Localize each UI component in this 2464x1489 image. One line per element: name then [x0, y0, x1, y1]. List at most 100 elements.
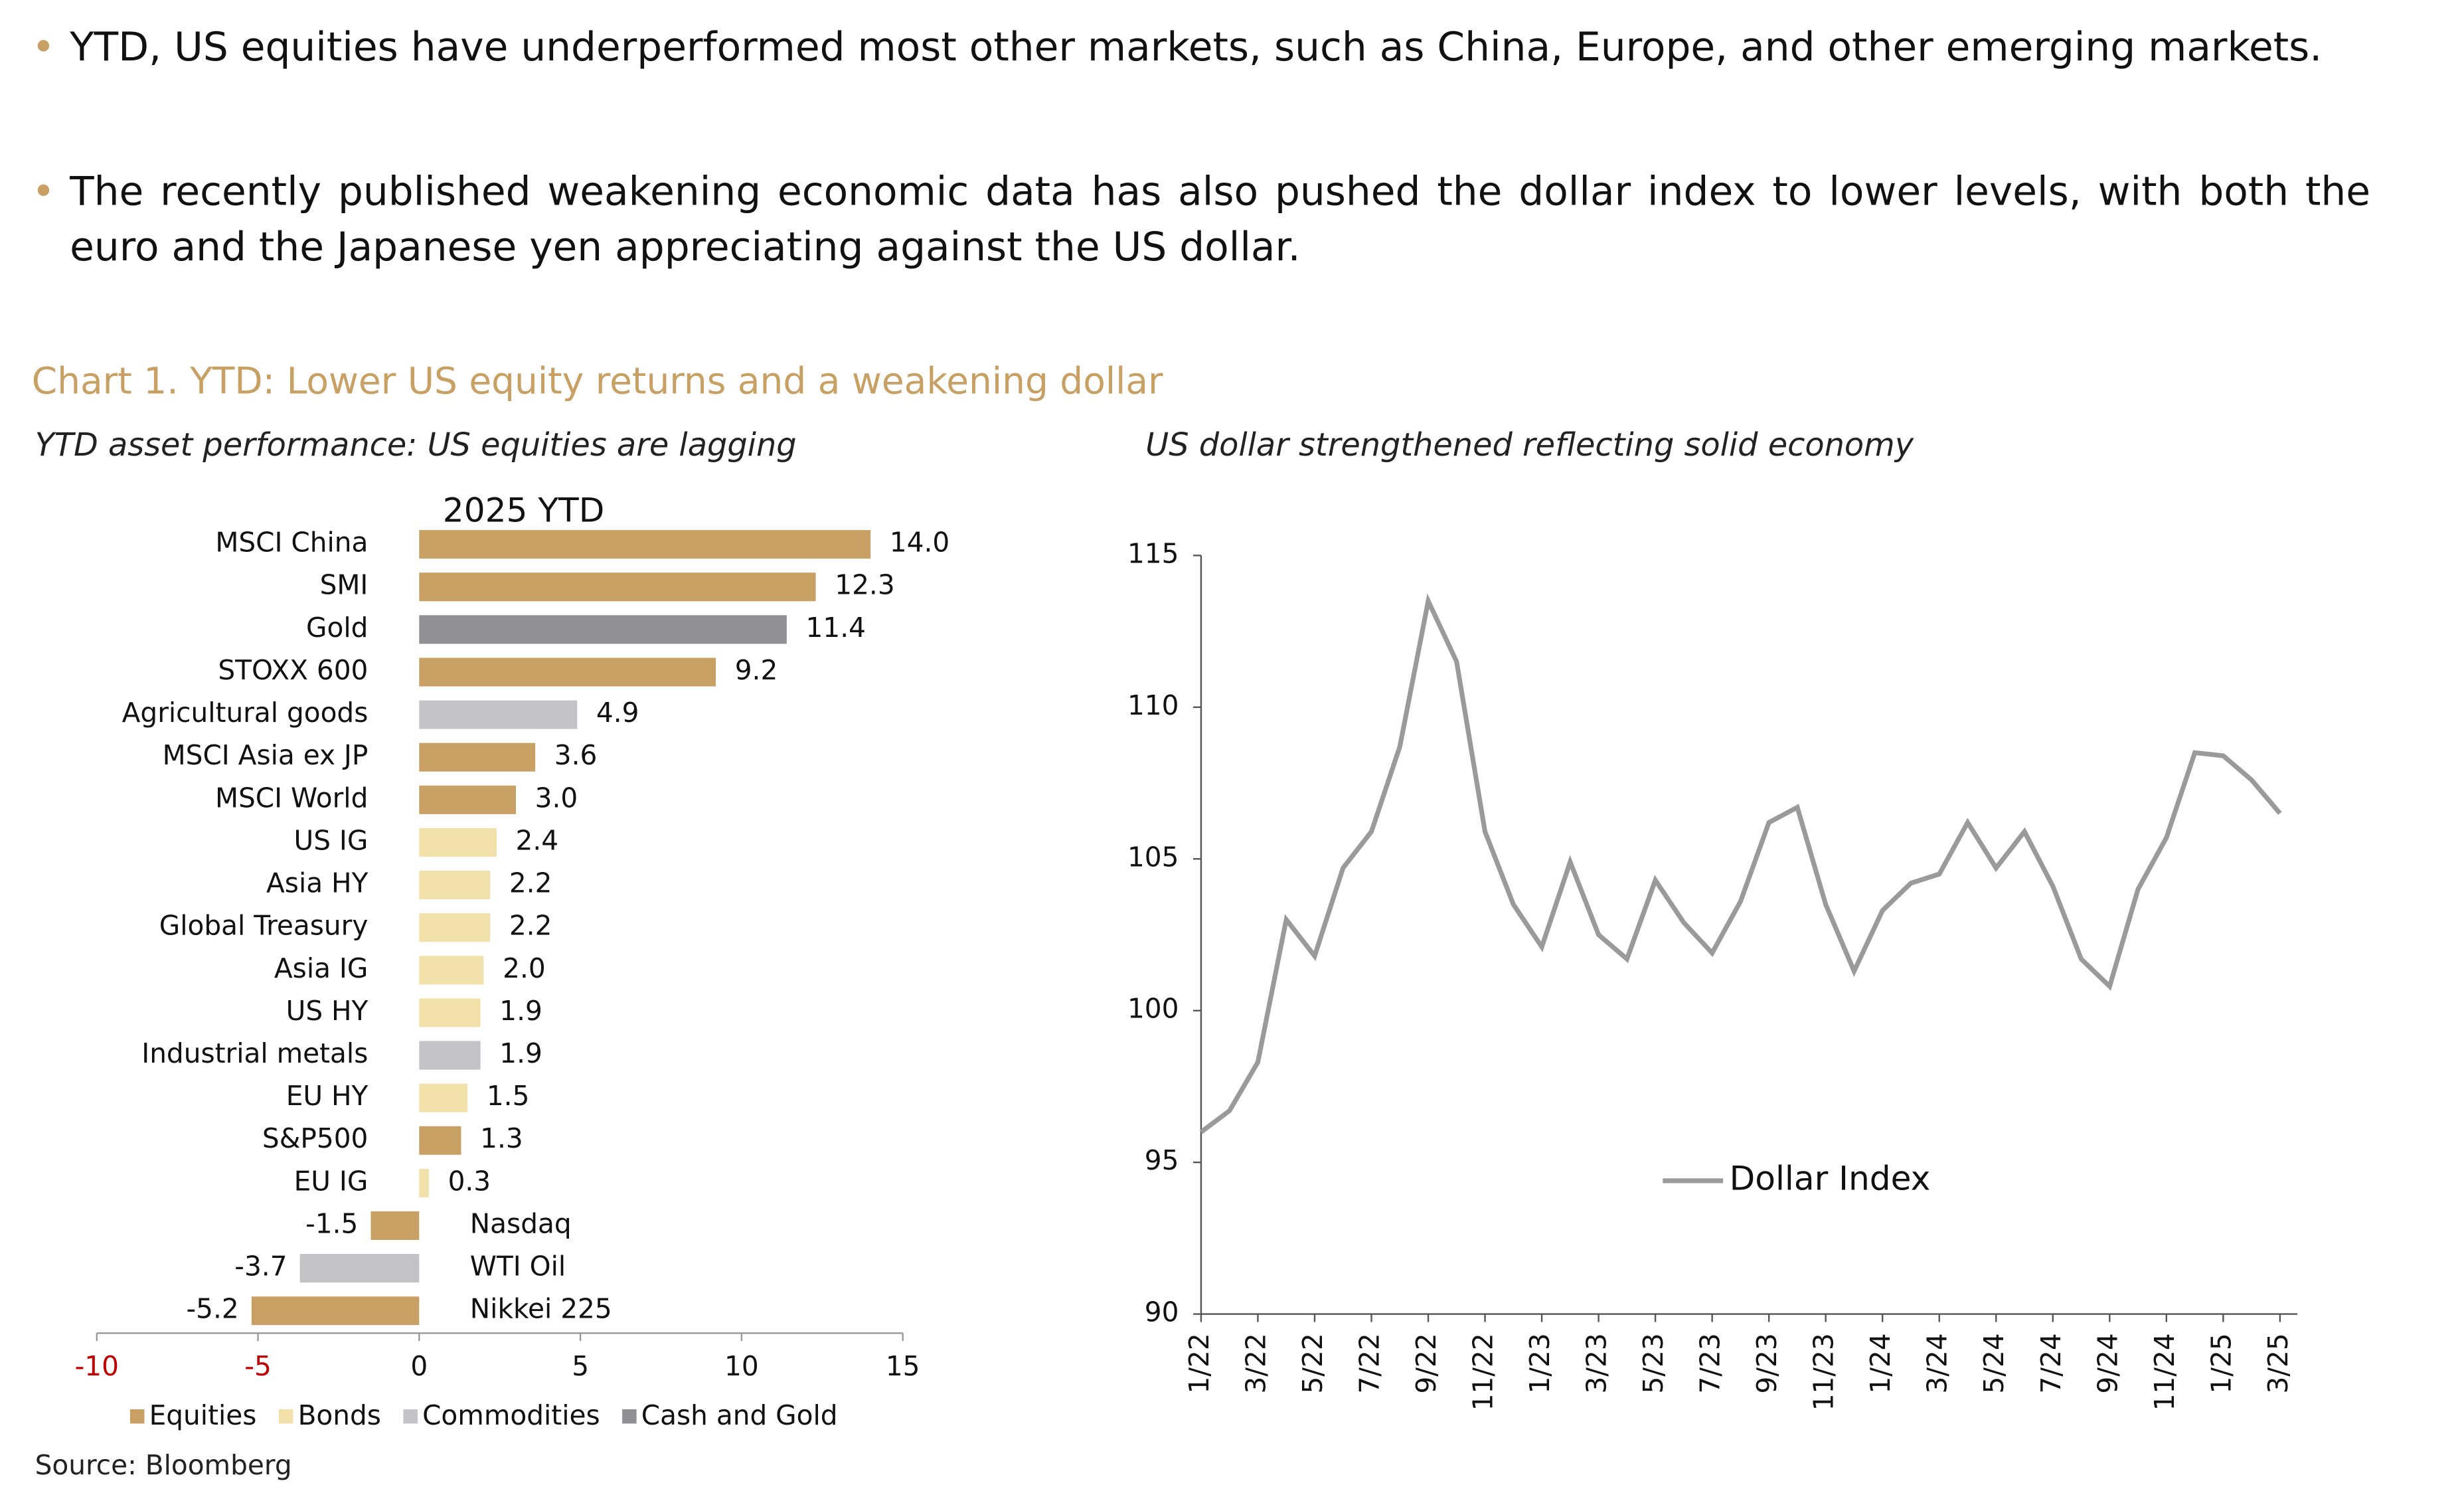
y-tick-label: 100 — [1127, 993, 1179, 1025]
x-tick-label: 7/23 — [1694, 1333, 1726, 1393]
category-label: MSCI Asia ex JP — [163, 739, 369, 771]
bar — [419, 1041, 481, 1070]
legend-swatch — [278, 1409, 293, 1424]
category-label: MSCI China — [215, 527, 368, 559]
x-tick-label: -10 — [75, 1350, 119, 1382]
x-tick-label: 1/24 — [1864, 1333, 1896, 1393]
legend-label: Commodities — [422, 1399, 600, 1431]
bar — [419, 743, 536, 772]
category-label: SMI — [320, 569, 369, 601]
legend-swatch — [129, 1409, 145, 1424]
x-tick-label: 1/23 — [1524, 1333, 1556, 1393]
value-label: 2.4 — [516, 824, 559, 856]
x-tick-label: 3/23 — [1581, 1333, 1613, 1393]
value-label: 2.0 — [503, 952, 546, 984]
y-tick-label: 95 — [1145, 1144, 1179, 1176]
section-title: Chart 1. YTD: Lower US equity returns an… — [31, 361, 1163, 403]
value-label: -5.2 — [186, 1293, 238, 1325]
x-tick-label: 11/24 — [2149, 1333, 2180, 1411]
legend-swatch — [403, 1409, 418, 1424]
category-label: STOXX 600 — [218, 654, 368, 686]
x-tick-label: 5/23 — [1637, 1333, 1669, 1393]
chart-title: 2025 YTD — [443, 490, 605, 529]
bar — [419, 700, 578, 729]
bar — [419, 785, 517, 814]
category-label: Nasdaq — [470, 1207, 572, 1239]
chart-subtitle: YTD asset performance: US equities are l… — [35, 425, 797, 464]
x-tick-label: 3/22 — [1240, 1333, 1272, 1393]
x-tick-label: 15 — [886, 1350, 920, 1382]
bar — [419, 615, 787, 644]
x-tick-label: 7/22 — [1353, 1333, 1385, 1393]
category-label: Agricultural goods — [122, 697, 369, 729]
x-tick-label: 3/25 — [2262, 1333, 2294, 1393]
category-label: WTI Oil — [470, 1251, 566, 1282]
category-label: US HY — [286, 995, 369, 1027]
legend-label: Dollar Index — [1730, 1158, 1931, 1197]
value-label: 11.4 — [806, 612, 866, 644]
value-label: 1.9 — [499, 995, 542, 1027]
legend-swatch — [622, 1409, 637, 1424]
bar — [419, 530, 871, 559]
value-label: 1.5 — [487, 1080, 530, 1112]
x-tick-label: 5/24 — [1978, 1333, 2010, 1393]
y-tick-label: 110 — [1127, 689, 1179, 721]
bar — [419, 871, 491, 900]
y-tick-label: 115 — [1127, 537, 1179, 569]
legend-label: Cash and Gold — [641, 1399, 838, 1431]
bar — [419, 1168, 429, 1197]
chart-subtitle: US dollar strengthened reflecting solid … — [1145, 425, 1914, 464]
bar — [419, 572, 816, 602]
line — [1199, 593, 2282, 1134]
value-label: 2.2 — [509, 867, 552, 899]
bar — [251, 1296, 420, 1326]
x-tick-label: 1/25 — [2205, 1333, 2237, 1393]
x-tick-label: 3/24 — [1922, 1333, 1953, 1393]
bar — [419, 913, 491, 942]
bar — [419, 998, 481, 1027]
bar — [370, 1211, 420, 1240]
category-label: Nikkei 225 — [470, 1293, 612, 1325]
value-label: 1.3 — [480, 1122, 523, 1154]
value-label: 2.2 — [509, 910, 552, 942]
category-label: S&P500 — [262, 1122, 368, 1154]
y-tick-label: 90 — [1145, 1296, 1179, 1328]
x-tick-label: 7/24 — [2035, 1333, 2067, 1393]
category-label: US IG — [294, 824, 369, 856]
value-label: 3.6 — [554, 739, 598, 771]
source: Source: Bloomberg — [35, 1450, 292, 1482]
y-tick-label: 105 — [1127, 841, 1179, 873]
category-label: Asia HY — [266, 867, 369, 899]
x-tick-label: 5/22 — [1297, 1333, 1329, 1393]
category-label: EU IG — [294, 1165, 369, 1197]
value-label: 12.3 — [835, 569, 894, 601]
x-tick-label: 9/23 — [1751, 1333, 1783, 1393]
bar — [419, 1126, 461, 1155]
legend-label: Equities — [149, 1399, 257, 1431]
bar — [419, 828, 497, 857]
bar — [419, 956, 484, 985]
category-label: Gold — [306, 612, 368, 644]
legend-label: Bonds — [298, 1399, 381, 1431]
value-label: 14.0 — [890, 527, 949, 559]
category-label: EU HY — [286, 1080, 369, 1112]
x-tick-label: 11/22 — [1467, 1333, 1499, 1411]
bar — [419, 657, 716, 687]
x-tick-label: 9/22 — [1410, 1333, 1442, 1393]
x-tick-label: 5 — [572, 1350, 589, 1382]
x-tick-label: 11/23 — [1808, 1333, 1840, 1411]
category-label: MSCI World — [215, 782, 368, 814]
value-label: -1.5 — [305, 1207, 358, 1239]
value-label: 1.9 — [499, 1037, 542, 1069]
value-label: 3.0 — [535, 782, 578, 814]
x-tick-label: -5 — [244, 1350, 271, 1382]
value-label: 4.9 — [596, 697, 639, 729]
bullet-text: YTD, US equities have underperformed mos… — [70, 23, 2323, 70]
value-label: 0.3 — [448, 1165, 491, 1197]
x-tick-label: 1/22 — [1183, 1333, 1215, 1393]
category-label: Industrial metals — [141, 1037, 368, 1069]
category-label: Asia IG — [274, 952, 368, 984]
bullet-text: The recently published weakening economi… — [70, 168, 2371, 270]
